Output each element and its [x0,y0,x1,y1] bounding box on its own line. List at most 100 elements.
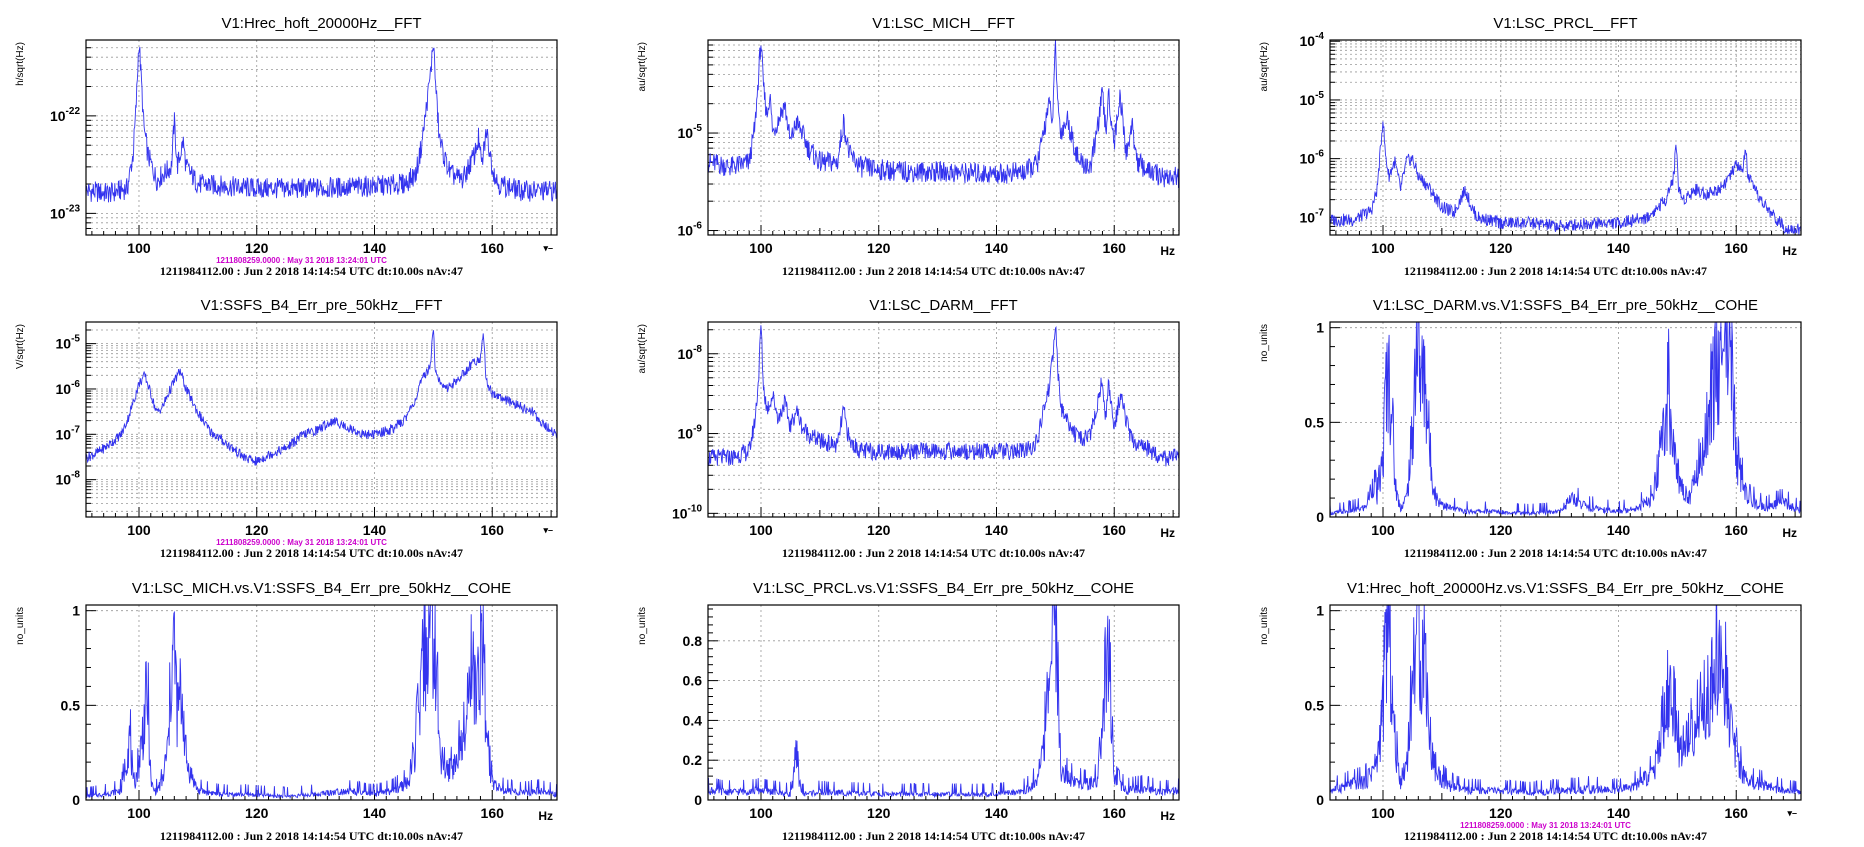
x-tick-label: 160 [1103,240,1127,256]
data-point [1084,783,1085,784]
data-point [456,380,457,381]
plot-frame [1329,39,1802,236]
data-point [1718,355,1719,356]
data-point [1447,784,1448,785]
data-point [197,183,198,184]
data-point [483,629,484,630]
data-point [1114,142,1115,143]
data-point [908,451,909,452]
y-axis-label: no_units [637,607,648,645]
data-point [1415,629,1416,630]
data-point [486,130,487,131]
x-tick-label: 100 [1371,522,1395,538]
data-point [1421,667,1422,668]
data-point [462,724,463,725]
gridlines [708,39,1179,236]
data-point [545,426,546,427]
data-point [878,451,879,452]
chart-title: V1:LSC_PRCL__FFT [1493,15,1637,32]
corner-mark: ▾– [1786,808,1797,818]
data-point [1747,780,1748,781]
data-point [1427,686,1428,687]
data-point [445,388,446,389]
data-point [450,174,451,175]
data-point [168,743,169,744]
data-point [1742,771,1743,772]
data-point [1380,148,1381,149]
data-point [1061,132,1062,133]
data-point [1588,788,1589,789]
x-tick-label: 140 [1607,805,1631,821]
plot-frame [707,39,1180,236]
y-tick-label: 0.8 [683,633,703,649]
data-point [1671,431,1672,432]
data-point [1025,171,1026,172]
data-point [286,447,287,448]
data-point [1500,222,1501,223]
data-point [180,695,181,696]
data-point [849,154,850,155]
data-point [849,441,850,442]
data-point [1618,790,1619,791]
data-point [1683,488,1684,489]
data-point [1559,511,1560,512]
data-point [1108,94,1109,95]
x-unit-label: Hz [1160,809,1175,823]
series-trace [85,330,558,466]
chart-svg: V1:LSC_MICH__FFT au/sqrt(Hz) 100 120 140 160 1… [637,15,1180,278]
data-point [1694,189,1695,190]
data-point [539,790,540,791]
data-point [133,790,134,791]
data-point [1730,176,1731,177]
data-point [1665,705,1666,706]
data-point [1388,374,1389,375]
data-point [286,796,287,797]
data-point [1683,743,1684,744]
footer-timestamp: 1211984112.00 : Jun 2 2018 14:14:54 UTC … [160,829,463,843]
data-point [333,420,334,421]
x-tick-label: 160 [1103,805,1127,821]
data-point [1488,790,1489,791]
data-point [1043,409,1044,410]
data-point [796,760,797,761]
data-point [415,174,416,175]
data-point [843,409,844,410]
data-point [796,409,797,410]
data-point [1571,497,1572,498]
data-point [807,433,808,434]
data-point [1037,162,1038,163]
y-tick-label: 10-22 [50,106,80,124]
data-point [478,137,479,138]
data-point [156,790,157,791]
y-tick-label: 10-23 [50,203,80,221]
data-point [749,162,750,163]
data-point [468,166,469,167]
x-tick-label: 160 [481,805,505,821]
data-point [1689,733,1690,734]
data-point [1353,219,1354,220]
data-point [966,451,967,452]
data-point [766,115,767,116]
y-tick-label: 0.5 [61,697,81,713]
data-point [1465,189,1466,190]
data-point [731,791,732,792]
data-point [1736,460,1737,461]
data-point [1108,385,1109,386]
data-point [1488,511,1489,512]
data-point [1712,384,1713,385]
y-tick-label: 10-8 [56,470,81,488]
data-point [1078,162,1079,163]
data-point [1588,507,1589,508]
data-point [1676,138,1677,139]
data-point [763,385,764,386]
data-point [1377,762,1378,763]
chart-panel: V1:LSC_MICH__FFT au/sqrt(Hz) 100 120 140 160 1… [622,0,1242,282]
data-point [174,380,175,381]
data-point [1105,660,1106,661]
data-point [1385,153,1386,154]
data-point [1653,771,1654,772]
data-point [133,154,134,155]
data-point [1674,450,1675,451]
chart-svg: V1:Hrec_hoft_20000Hz__FFT h/sqrt(Hz) 100 12… [15,15,558,278]
data-point [1421,384,1422,385]
